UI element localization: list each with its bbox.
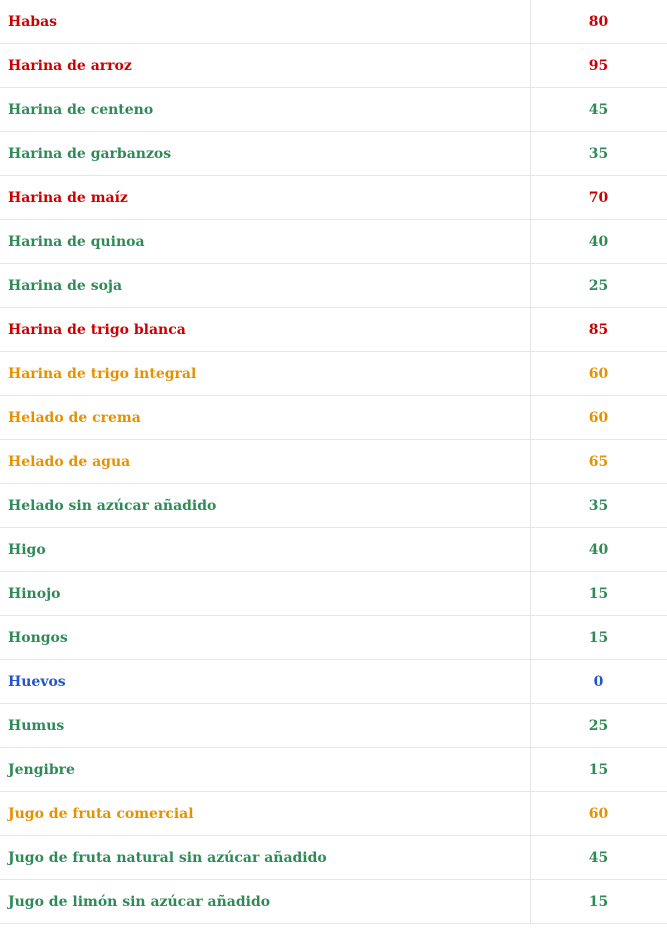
table-row: Hongos 15: [0, 615, 667, 660]
food-name: Harina de centeno: [0, 87, 531, 132]
gi-value: 45: [530, 835, 667, 880]
table-row: Harina de trigo blanca 85: [0, 307, 667, 352]
gi-value: 85: [530, 307, 667, 352]
food-name: Helado de crema: [0, 395, 531, 440]
food-name: Habas: [0, 0, 531, 44]
gi-value: 15: [530, 879, 667, 924]
gi-value: 80: [530, 0, 667, 44]
gi-value: 60: [530, 351, 667, 396]
food-name: Jugo de fruta comercial: [0, 791, 531, 836]
table-row: Harina de arroz 95: [0, 43, 667, 88]
gi-value: 25: [530, 263, 667, 308]
gi-value: 35: [530, 483, 667, 528]
food-name: Humus: [0, 703, 531, 748]
table-row: Helado de crema 60: [0, 395, 667, 440]
food-name: Harina de soja: [0, 263, 531, 308]
table-row: Harina de quinoa 40: [0, 219, 667, 264]
table-row: Harina de maíz 70: [0, 175, 667, 220]
table-row: Jugo de fruta comercial 60: [0, 791, 667, 836]
table-row: Huevos 0: [0, 659, 667, 704]
food-name: Harina de maíz: [0, 175, 531, 220]
gi-value: 0: [530, 659, 667, 704]
table-row: Jengibre 15: [0, 747, 667, 792]
gi-value: 45: [530, 87, 667, 132]
table-row: Helado de agua 65: [0, 439, 667, 484]
table-row: Jugo de fruta natural sin azúcar añadido…: [0, 835, 667, 880]
gi-value: 70: [530, 175, 667, 220]
gi-value: 60: [530, 791, 667, 836]
gi-value: 15: [530, 747, 667, 792]
food-name: Harina de arroz: [0, 43, 531, 88]
food-name: Jugo de fruta natural sin azúcar añadido: [0, 835, 531, 880]
food-name: Higo: [0, 527, 531, 572]
table-row: Habas 80: [0, 0, 667, 44]
food-name: Helado de agua: [0, 439, 531, 484]
gi-value: 15: [530, 615, 667, 660]
food-name: Harina de garbanzos: [0, 131, 531, 176]
food-name: Hinojo: [0, 571, 531, 616]
table-row: Higo 40: [0, 527, 667, 572]
gi-value: 40: [530, 527, 667, 572]
table-row: Hinojo 15: [0, 571, 667, 616]
food-name: Harina de trigo integral: [0, 351, 531, 396]
food-name: Huevos: [0, 659, 531, 704]
table-row: Harina de centeno 45: [0, 87, 667, 132]
table-row: Harina de soja 25: [0, 263, 667, 308]
gi-value: 65: [530, 439, 667, 484]
gi-value: 95: [530, 43, 667, 88]
food-name: Jugo de limón sin azúcar añadido: [0, 879, 531, 924]
food-name: Jengibre: [0, 747, 531, 792]
table-row: Helado sin azúcar añadido 35: [0, 483, 667, 528]
table-row: Jugo de limón sin azúcar añadido 15: [0, 879, 667, 924]
food-name: Harina de quinoa: [0, 219, 531, 264]
table-row: Harina de trigo integral 60: [0, 351, 667, 396]
gi-value: 35: [530, 131, 667, 176]
gi-value: 25: [530, 703, 667, 748]
gi-value: 15: [530, 571, 667, 616]
table-row: Harina de garbanzos 35: [0, 131, 667, 176]
food-name: Hongos: [0, 615, 531, 660]
gi-value: 60: [530, 395, 667, 440]
food-name: Helado sin azúcar añadido: [0, 483, 531, 528]
table-row: Humus 25: [0, 703, 667, 748]
food-name: Harina de trigo blanca: [0, 307, 531, 352]
gi-value: 40: [530, 219, 667, 264]
